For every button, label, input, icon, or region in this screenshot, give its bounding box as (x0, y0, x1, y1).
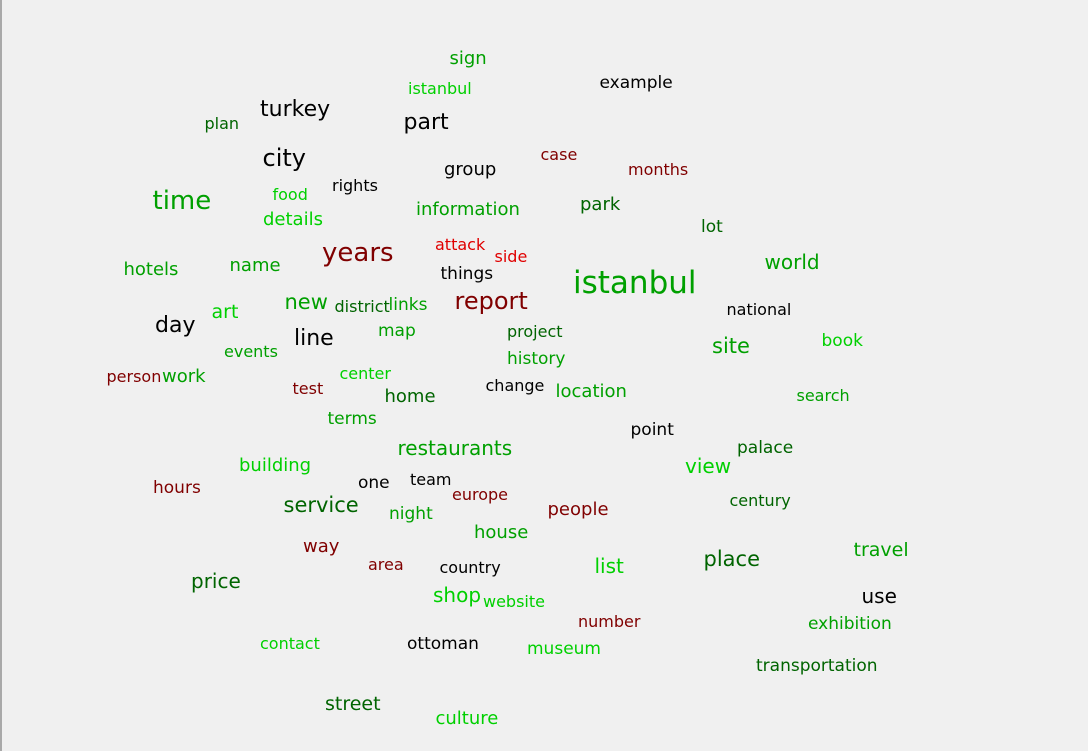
word-terms-47: terms (327, 408, 377, 429)
word-transportation-77: transportation (756, 655, 878, 676)
word-name-22: name (229, 255, 281, 276)
word-contact-74: contact (260, 634, 320, 653)
word-report-29: report (454, 287, 528, 315)
word-turkey-4: turkey (260, 97, 331, 122)
word-attack-17: attack (435, 235, 486, 254)
word-work-40: work (162, 366, 206, 387)
word-way-62: way (303, 536, 340, 557)
word-service-58: service (283, 492, 359, 517)
word-palace-50: palace (737, 437, 794, 458)
word-site-36: site (712, 333, 750, 358)
word-events-37: events (224, 342, 278, 361)
word-point-48: point (630, 419, 674, 440)
word-area-66: area (368, 555, 404, 574)
word-links-28: links (388, 294, 428, 315)
word-website-70: website (483, 592, 545, 611)
word-line-34: line (294, 326, 334, 351)
word-shop-69: shop (433, 583, 482, 607)
word-home-45: home (384, 386, 436, 407)
word-person-39: person (106, 367, 162, 386)
word-one-55: one (358, 472, 390, 493)
word-building-52: building (239, 455, 312, 476)
word-change-43: change (485, 376, 545, 395)
word-culture-79: culture (435, 708, 499, 729)
word-side-19: side (494, 247, 528, 266)
word-part-5: part (403, 110, 449, 135)
word-months-9: months (628, 160, 689, 179)
word-book-35: book (821, 330, 863, 351)
word-details-15: details (263, 209, 323, 230)
word-map-32: map (378, 320, 416, 341)
word-art-25: art (211, 300, 239, 323)
word-lot-16: lot (701, 216, 723, 237)
word-ottoman-75: ottoman (407, 633, 479, 654)
word-team-53: team (410, 470, 452, 489)
word-case-7: case (540, 145, 578, 164)
word-group-8: group (444, 159, 497, 180)
word-park-14: park (580, 194, 621, 215)
word-search-46: search (796, 386, 850, 405)
word-world-20: world (764, 250, 820, 274)
word-city-6: city (262, 144, 306, 172)
word-project-33: project (507, 322, 563, 341)
word-price-68: price (191, 569, 241, 593)
word-number-72: number (578, 612, 641, 631)
word-century-57: century (729, 491, 791, 510)
word-plan-3: plan (204, 114, 240, 133)
word-night-59: night (389, 503, 433, 524)
word-time-12: time (152, 186, 212, 216)
word-rights-10: rights (332, 176, 378, 195)
word-view-51: view (685, 454, 732, 478)
word-use-71: use (861, 584, 897, 608)
word-istanbul-24: istanbul (573, 264, 697, 301)
word-years-18: years (322, 238, 394, 268)
word-hours-54: hours (153, 477, 201, 498)
word-day-31: day (155, 313, 196, 338)
word-restaurants-49: restaurants (397, 436, 513, 460)
word-new-26: new (284, 289, 328, 314)
word-information-13: information (416, 199, 520, 220)
word-test-42: test (292, 379, 324, 398)
word-europe-56: europe (452, 485, 508, 504)
word-country-67: country (439, 558, 501, 577)
word-street-78: street (325, 692, 381, 715)
word-place-65: place (703, 546, 761, 571)
word-istanbul-1: istanbul (408, 79, 472, 98)
word-hotels-21: hotels (123, 259, 179, 280)
word-center-41: center (339, 364, 391, 383)
word-national-30: national (726, 300, 792, 319)
word-things-23: things (440, 263, 494, 284)
word-exhibition-73: exhibition (808, 613, 892, 634)
word-house-61: house (474, 522, 529, 543)
word-list-64: list (594, 554, 624, 578)
word-history-38: history (507, 348, 566, 369)
word-sign-0: sign (449, 48, 487, 69)
word-location-44: location (555, 381, 627, 402)
word-example-2: example (599, 72, 673, 93)
word-people-60: people (547, 499, 609, 520)
word-museum-76: museum (527, 638, 601, 659)
word-food-11: food (272, 185, 308, 204)
word-travel-63: travel (853, 538, 909, 561)
word-district-27: district (334, 297, 390, 316)
